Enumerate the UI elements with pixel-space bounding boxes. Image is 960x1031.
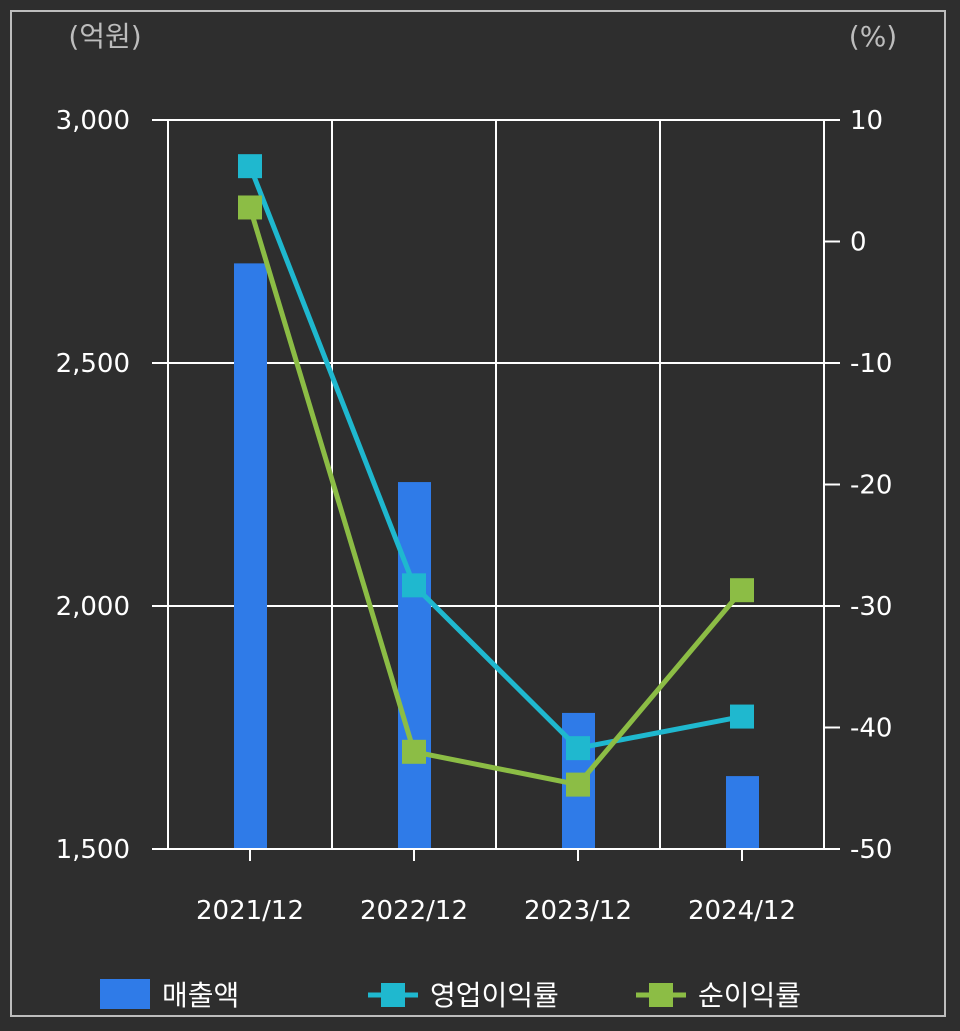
right-axis-tick-label: -40 bbox=[850, 714, 892, 744]
left-axis-tick-label: 2,500 bbox=[56, 349, 130, 379]
left-axis-tick-label: 3,000 bbox=[56, 106, 130, 136]
point-net-margin bbox=[238, 195, 262, 220]
right-axis-tick-label: -50 bbox=[850, 835, 892, 865]
left-axis-tick-label: 1,500 bbox=[56, 835, 130, 865]
right-axis-unit: (%) bbox=[849, 20, 897, 53]
x-axis-tick-label: 2024/12 bbox=[688, 896, 796, 926]
right-axis-tick-label: -30 bbox=[850, 592, 892, 622]
point-net-margin bbox=[402, 739, 426, 764]
line-net-margin bbox=[247, 206, 744, 788]
legend-label: 매출액 bbox=[162, 979, 239, 1012]
point-operating-margin bbox=[402, 573, 426, 598]
x-axis-tick-label: 2022/12 bbox=[360, 896, 468, 926]
point-operating-margin bbox=[566, 736, 590, 761]
line-operating-margin bbox=[247, 165, 743, 751]
legend-label: 순이익률 bbox=[698, 979, 801, 1012]
x-axis-tick-label: 2021/12 bbox=[196, 896, 304, 926]
left-axis-tick-label: 2,000 bbox=[56, 592, 130, 622]
bar-revenue bbox=[398, 482, 431, 849]
bar-revenue bbox=[726, 776, 759, 849]
legend-swatch-revenue bbox=[100, 979, 150, 1009]
right-axis-tick-label: -10 bbox=[850, 349, 892, 379]
x-axis-tick-label: 2023/12 bbox=[524, 896, 632, 926]
point-operating-margin bbox=[238, 154, 262, 179]
right-axis-tick-label: -20 bbox=[850, 471, 892, 501]
right-axis-tick-label: 10 bbox=[850, 106, 883, 136]
legend-label: 영업이익률 bbox=[430, 979, 559, 1012]
legend-marker-operating-margin bbox=[381, 983, 405, 1007]
right-axis-tick-label: 0 bbox=[850, 228, 867, 258]
left-axis-unit: (억원) bbox=[68, 20, 141, 53]
legend-marker-net-margin bbox=[649, 983, 673, 1007]
point-operating-margin bbox=[730, 704, 754, 729]
point-net-margin bbox=[566, 772, 590, 797]
chart-frame bbox=[10, 10, 946, 1017]
point-net-margin bbox=[730, 578, 754, 603]
bar-revenue bbox=[234, 263, 267, 849]
